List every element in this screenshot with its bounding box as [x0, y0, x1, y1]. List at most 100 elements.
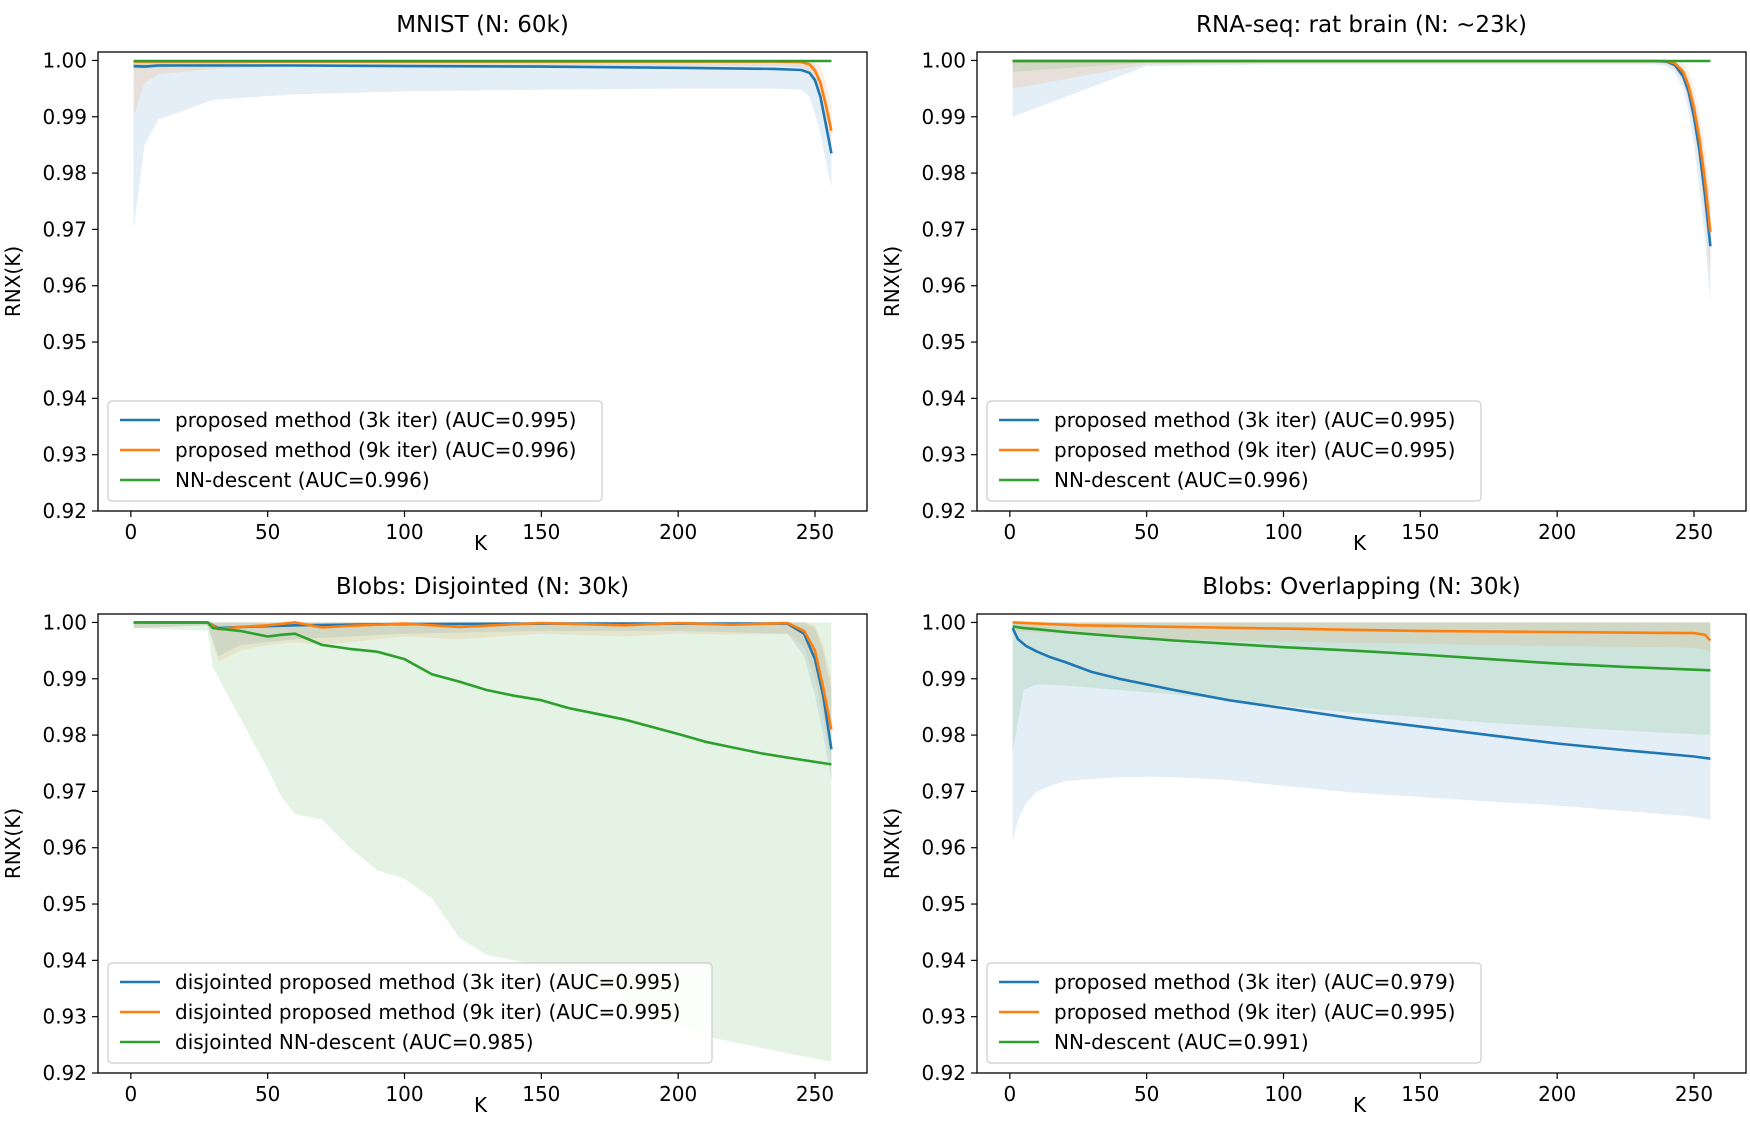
- axes-frame: [97, 51, 868, 512]
- confidence-band-series-3: [1012, 622, 1711, 752]
- y-tick-label: 0.99: [921, 105, 966, 129]
- x-tick-label: 100: [1264, 1082, 1302, 1106]
- y-tick-label: 0.98: [921, 161, 966, 185]
- y-tick-label: 0.96: [921, 274, 966, 298]
- x-tick-label: 0: [124, 520, 137, 544]
- legend: proposed method (3k iter) (AUC=0.995) pro…: [986, 400, 1482, 502]
- x-tick-label: 50: [255, 1082, 280, 1106]
- y-tick-label: 0.97: [42, 217, 87, 241]
- y-tick-label: 0.95: [42, 330, 87, 354]
- y-tick-label: 0.99: [42, 105, 87, 129]
- x-tick-label: 50: [1134, 520, 1159, 544]
- series-line-1: [1011, 627, 1711, 760]
- y-tick-label: 0.94: [921, 386, 966, 410]
- y-tick-label: 1.00: [42, 48, 87, 72]
- y-tick-label: 1.00: [42, 610, 87, 634]
- legend-label-1: proposed method (3k iter) (AUC=0.995): [175, 408, 576, 432]
- legend-label-2: disjointed proposed method (9k iter) (AU…: [175, 1000, 680, 1024]
- y-tick-label: 0.93: [921, 443, 966, 467]
- y-tick-label: 0.97: [921, 217, 966, 241]
- legend-box: [986, 962, 1482, 1064]
- x-axis-label: K: [474, 531, 488, 555]
- plot-area: [133, 59, 833, 230]
- y-axis-label: RNX(K): [880, 246, 904, 317]
- y-tick-label: 1.00: [921, 610, 966, 634]
- confidence-band-series-3: [133, 622, 832, 1062]
- legend-box: [107, 400, 603, 502]
- x-axis-label: K: [1353, 1093, 1367, 1117]
- chart-title: MNIST (N: 60k): [396, 12, 569, 38]
- y-tick-label: 0.93: [42, 443, 87, 467]
- legend-label-1: disjointed proposed method (3k iter) (AU…: [175, 970, 680, 994]
- series-line-3: [133, 621, 832, 766]
- x-tick-label: 250: [1675, 1082, 1713, 1106]
- x-tick-label: 100: [385, 1082, 423, 1106]
- legend-label-3: disjointed NN-descent (AUC=0.985): [175, 1030, 534, 1054]
- series-line-3: [1012, 625, 1711, 672]
- axes-frame: [97, 613, 868, 1074]
- confidence-band-series-2: [1012, 622, 1711, 654]
- legend-label-3: NN-descent (AUC=0.996): [1054, 468, 1309, 492]
- x-tick-label: 100: [1264, 520, 1302, 544]
- y-tick-label: 0.96: [921, 836, 966, 860]
- y-tick-label: 0.92: [42, 499, 87, 523]
- chart-panel-4: 0 50 100 150 200 250 1.00 0.99 0.98 0.97 0.96 0.95 0…: [880, 574, 1747, 1117]
- legend-label-2: proposed method (9k iter) (AUC=0.995): [1054, 438, 1455, 462]
- x-tick-label: 50: [255, 520, 280, 544]
- series-line-2: [1012, 621, 1712, 642]
- plot-area: [133, 621, 833, 1062]
- y-tick-label: 0.98: [42, 723, 87, 747]
- y-tick-label: 0.95: [921, 892, 966, 916]
- x-tick-label: 150: [522, 1082, 560, 1106]
- y-tick-label: 0.93: [921, 1005, 966, 1029]
- y-tick-label: 0.92: [42, 1061, 87, 1085]
- y-axis-label: RNX(K): [880, 808, 904, 879]
- plot-area: [1012, 59, 1712, 303]
- y-tick-label: 0.98: [921, 723, 966, 747]
- x-tick-label: 250: [796, 1082, 834, 1106]
- x-tick-label: 200: [1538, 520, 1576, 544]
- x-tick-label: 150: [1401, 1082, 1439, 1106]
- legend: proposed method (3k iter) (AUC=0.995) pro…: [107, 400, 603, 502]
- y-tick-label: 0.95: [42, 892, 87, 916]
- series-line-2: [133, 621, 833, 730]
- legend-box: [107, 962, 713, 1064]
- legend-label-2: proposed method (9k iter) (AUC=0.996): [175, 438, 576, 462]
- chart-title: RNA-seq: rat brain (N: ~23k): [1196, 12, 1527, 38]
- y-axis-label: RNX(K): [1, 808, 25, 879]
- chart-panel-2: 0 50 100 150 200 250 1.00 0.99 0.98 0.97 0.96 0.95 0…: [880, 12, 1747, 555]
- axes-frame: [976, 613, 1747, 1074]
- chart-panel-3: 0 50 100 150 200 250 1.00 0.99 0.98 0.97 0.96 0.95 0…: [1, 574, 868, 1117]
- confidence-band-series-1: [1012, 622, 1711, 843]
- legend: proposed method (3k iter) (AUC=0.979) pro…: [986, 962, 1482, 1064]
- legend: disjointed proposed method (3k iter) (AU…: [107, 962, 713, 1064]
- confidence-band-series-1: [1012, 60, 1711, 303]
- x-tick-label: 250: [1675, 520, 1713, 544]
- x-tick-label: 250: [796, 520, 834, 544]
- legend-label-1: proposed method (3k iter) (AUC=0.979): [1054, 970, 1455, 994]
- y-tick-label: 0.95: [921, 330, 966, 354]
- chart-panel-1: 0 50 100 150 200 250 1.00 0.99 0.98 0.97 0.96 0.95 0…: [1, 12, 868, 555]
- x-tick-label: 200: [1538, 1082, 1576, 1106]
- y-tick-label: 0.96: [42, 836, 87, 860]
- plot-area: [1011, 621, 1712, 843]
- legend-label-1: proposed method (3k iter) (AUC=0.995): [1054, 408, 1455, 432]
- y-tick-label: 0.94: [42, 386, 87, 410]
- x-axis-label: K: [474, 1093, 488, 1117]
- x-tick-label: 150: [1401, 520, 1439, 544]
- confidence-band-series-1: [133, 61, 832, 230]
- y-tick-label: 0.92: [921, 1061, 966, 1085]
- series-line-1: [133, 64, 833, 154]
- x-tick-label: 0: [1003, 520, 1016, 544]
- y-tick-label: 0.93: [42, 1005, 87, 1029]
- x-tick-label: 200: [659, 520, 697, 544]
- x-tick-label: 200: [659, 1082, 697, 1106]
- axes-frame: [976, 51, 1747, 512]
- y-tick-label: 0.99: [42, 667, 87, 691]
- y-tick-label: 1.00: [921, 48, 966, 72]
- y-tick-label: 0.92: [921, 499, 966, 523]
- y-tick-label: 0.97: [42, 779, 87, 803]
- legend-label-2: proposed method (9k iter) (AUC=0.995): [1054, 1000, 1455, 1024]
